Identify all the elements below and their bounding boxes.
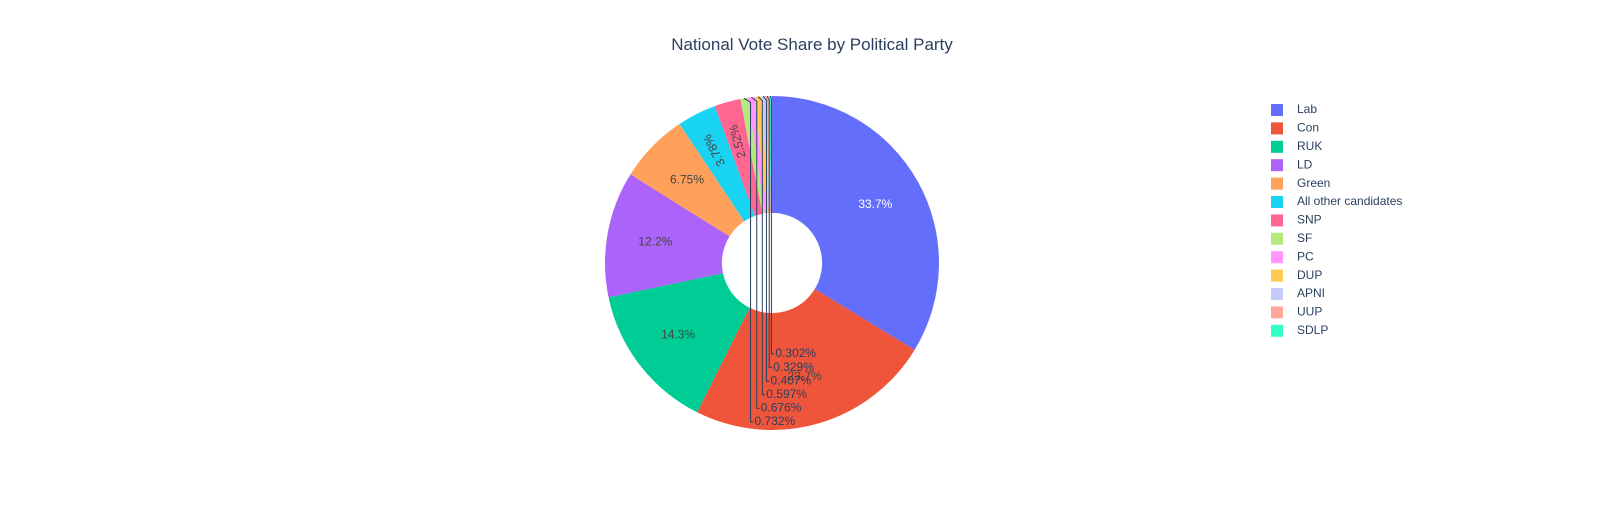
legend-item-lab[interactable]: Lab bbox=[1271, 102, 1317, 116]
slice-label: 0.407% bbox=[770, 373, 811, 387]
leader-line bbox=[766, 95, 773, 369]
slice-label: 14.3% bbox=[661, 328, 695, 342]
pie-slice-apni[interactable] bbox=[761, 96, 771, 214]
legend-label: SNP bbox=[1297, 213, 1322, 227]
labels-layer: 33.7%23.7%14.3%12.2%6.75%3.78%2.52%0.732… bbox=[638, 95, 893, 428]
legend-swatch bbox=[1271, 196, 1283, 208]
legend-item-ruk[interactable]: RUK bbox=[1271, 139, 1322, 153]
slice-label: 33.7% bbox=[858, 197, 892, 211]
legend-item-green[interactable]: Green bbox=[1271, 176, 1330, 190]
legend-label: PC bbox=[1297, 249, 1314, 263]
pie-slice-ruk[interactable] bbox=[608, 273, 750, 413]
slice-label: 0.302% bbox=[775, 346, 816, 360]
legend-swatch bbox=[1271, 214, 1283, 227]
leader-line bbox=[751, 96, 760, 409]
slices-layer bbox=[605, 96, 940, 430]
slice-label: 23.7% bbox=[788, 369, 822, 383]
pie-slice-ld[interactable] bbox=[605, 174, 730, 298]
legend-swatch bbox=[1271, 140, 1283, 153]
chart-title: National Vote Share by Political Party bbox=[671, 35, 953, 54]
slice-label: 12.2% bbox=[638, 234, 672, 248]
legend-item-snp[interactable]: SNP bbox=[1271, 213, 1322, 227]
pie-slice-all-other-candidates[interactable] bbox=[679, 106, 755, 222]
leader-line bbox=[769, 95, 775, 355]
legend-swatch bbox=[1271, 159, 1283, 172]
legend-label: SF bbox=[1297, 231, 1312, 245]
pie-slice-con[interactable] bbox=[697, 289, 915, 430]
legend-label: Con bbox=[1297, 121, 1319, 135]
leader-line bbox=[762, 95, 770, 382]
legend-item-apni[interactable]: APNI bbox=[1271, 286, 1325, 300]
legend-swatch bbox=[1271, 251, 1283, 264]
legend[interactable]: Lab Con RUK LD Green All other candidates SNP S… bbox=[1271, 102, 1402, 337]
slice-label: 0.676% bbox=[761, 401, 802, 415]
legend-label: APNI bbox=[1297, 286, 1325, 300]
leader-line bbox=[743, 97, 754, 423]
legend-swatch bbox=[1271, 177, 1283, 190]
legend-item-sdlp[interactable]: SDLP bbox=[1271, 323, 1328, 337]
legend-label: LD bbox=[1297, 157, 1313, 171]
legend-label: SDLP bbox=[1297, 323, 1328, 337]
legend-item-ld[interactable]: LD bbox=[1271, 157, 1313, 171]
legend-swatch bbox=[1271, 306, 1283, 319]
legend-label: All other candidates bbox=[1297, 194, 1402, 208]
legend-swatch bbox=[1271, 232, 1283, 245]
legend-swatch bbox=[1271, 269, 1283, 282]
legend-label: RUK bbox=[1297, 139, 1322, 153]
legend-item-dup[interactable]: DUP bbox=[1271, 268, 1322, 282]
leader-line bbox=[757, 96, 766, 396]
legend-label: UUP bbox=[1297, 305, 1322, 319]
legend-item-pc[interactable]: PC bbox=[1271, 249, 1314, 263]
slice-label: 0.329% bbox=[773, 360, 814, 374]
legend-label: Lab bbox=[1297, 102, 1317, 116]
slice-label: 0.597% bbox=[766, 387, 807, 401]
legend-label: Green bbox=[1297, 176, 1330, 190]
legend-swatch bbox=[1271, 104, 1283, 116]
slice-label: 0.732% bbox=[755, 414, 796, 428]
legend-item-uup[interactable]: UUP bbox=[1271, 305, 1322, 319]
legend-swatch bbox=[1271, 324, 1283, 337]
slice-label: 6.75% bbox=[670, 173, 704, 187]
legend-swatch bbox=[1271, 288, 1283, 300]
legend-item-sf[interactable]: SF bbox=[1271, 231, 1312, 245]
legend-swatch bbox=[1271, 122, 1283, 135]
pie-slice-green[interactable] bbox=[630, 123, 745, 237]
pie-slice-sf[interactable] bbox=[740, 97, 765, 214]
legend-label: DUP bbox=[1297, 268, 1322, 282]
legend-item-all-other-candidates[interactable]: All other candidates bbox=[1271, 194, 1402, 208]
legend-item-con[interactable]: Con bbox=[1271, 121, 1319, 135]
pie-slice-lab[interactable] bbox=[772, 96, 940, 350]
